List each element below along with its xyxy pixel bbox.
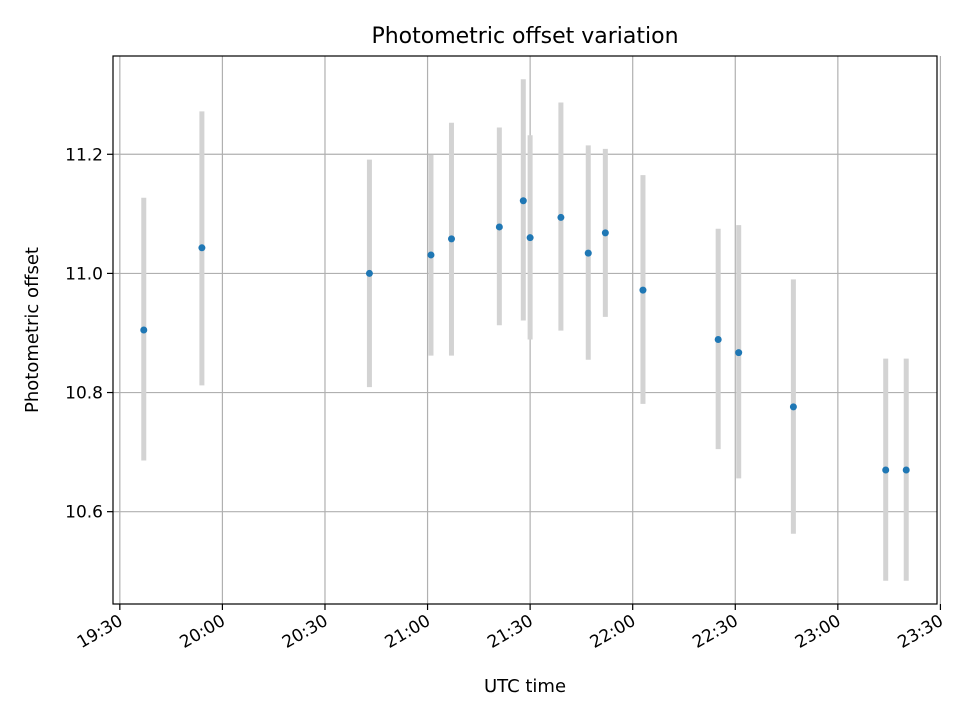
plot-frame [112,55,938,605]
y-axis-label: Photometric offset [22,247,43,413]
x-axis-label: UTC time [484,676,566,697]
chart-title: Photometric offset variation [371,24,678,49]
data-point [519,197,527,205]
data-point [140,326,148,334]
data-point [584,249,592,257]
data-point [447,235,455,243]
y-tick-label: 11.0 [65,264,103,284]
data-point [198,244,206,252]
data-point [495,223,503,231]
data-point [365,269,373,277]
y-tick-label: 11.2 [65,145,103,165]
data-point [427,251,435,259]
y-axis-ticks: 10.6 10.8 11.0 11.2 [65,145,113,523]
data-point [902,466,910,474]
data-point [789,403,797,411]
data-point [601,229,609,237]
data-point [639,286,647,294]
data-point [557,213,565,221]
grid-lines [113,56,942,604]
data-points [140,197,910,474]
data-point [735,349,743,357]
y-tick-label: 10.8 [65,384,103,404]
y-tick-label: 10.6 [65,503,103,523]
data-point [882,466,890,474]
data-point [714,336,722,344]
data-point [526,234,534,242]
